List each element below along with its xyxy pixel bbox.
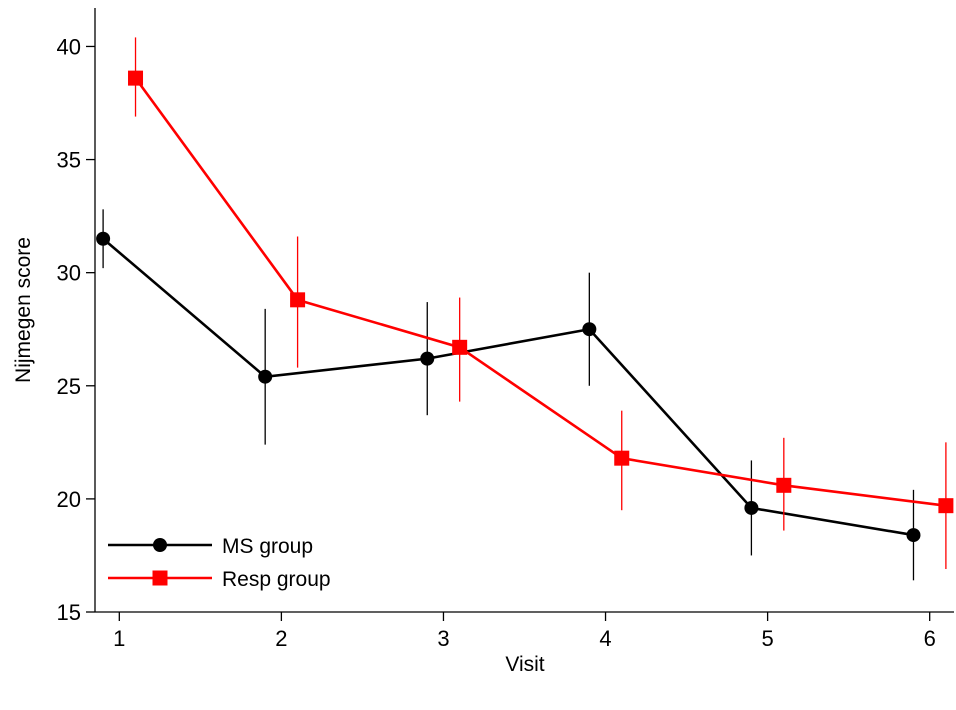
y-tick-label: 35: [57, 148, 81, 173]
axes: [94, 8, 954, 613]
series-line: [102, 237, 914, 537]
y-axis-title: Nijmegen score: [12, 237, 35, 383]
legend-label: Resp group: [222, 568, 331, 591]
data-point-circle: [582, 322, 597, 337]
x-ticks: 1 2 3 4 5 6: [113, 612, 936, 651]
y-tick-label: 40: [57, 34, 81, 59]
data-point-circle: [420, 351, 435, 366]
data-point-square: [290, 292, 306, 308]
y-tick-label: 25: [57, 374, 81, 399]
data-point-circle: [744, 500, 759, 515]
data-point-circle: [906, 528, 921, 543]
x-axis-title: Visit: [505, 653, 544, 676]
legend: MS group Resp group: [108, 535, 331, 591]
data-point-square: [128, 70, 144, 86]
y-ticks: 15 20 25 30 35 40: [57, 34, 95, 625]
x-tick-label: 2: [275, 626, 287, 651]
data-point-square: [614, 450, 630, 466]
y-tick-label: 30: [57, 261, 81, 286]
series-resp-group: [128, 37, 954, 570]
legend-marker-square: [152, 570, 168, 586]
y-tick-label: 15: [57, 600, 81, 625]
data-point-square: [452, 339, 468, 355]
x-tick-label: 6: [924, 626, 936, 651]
legend-label: MS group: [222, 535, 313, 558]
y-tick-label: 20: [57, 487, 81, 512]
series-line: [134, 77, 947, 507]
data-point-circle: [258, 369, 273, 384]
series-ms-group: [96, 209, 921, 581]
data-point-square: [776, 477, 792, 493]
legend-marker-circle: [153, 538, 167, 552]
data-point-square: [938, 498, 954, 514]
x-tick-label: 5: [761, 626, 773, 651]
x-tick-label: 3: [437, 626, 449, 651]
x-tick-label: 4: [599, 626, 611, 651]
series-layer: [96, 37, 954, 581]
x-tick-label: 1: [113, 626, 125, 651]
data-point-circle: [96, 231, 111, 246]
